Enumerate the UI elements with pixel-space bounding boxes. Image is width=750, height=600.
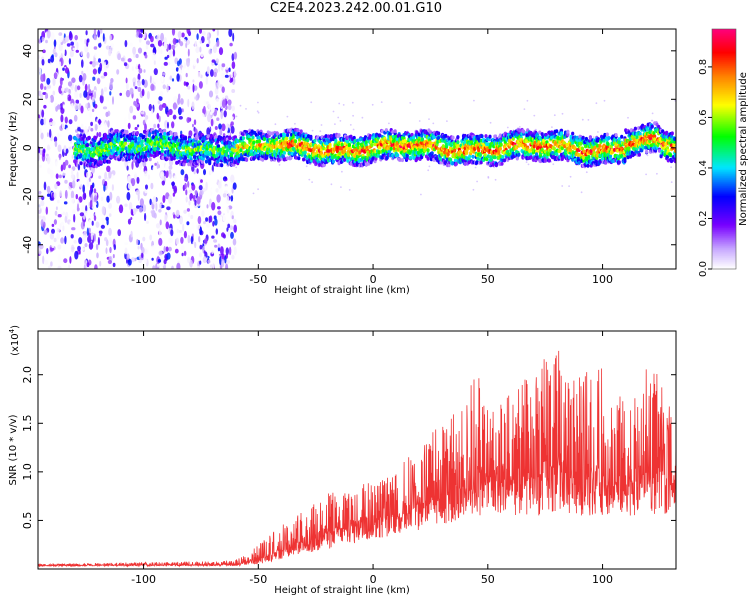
snr-x-axis-label: Height of straight line (km)	[274, 585, 410, 596]
x-tick-label: 100	[592, 273, 613, 286]
colorbar-tick-label: 0.6	[698, 109, 709, 125]
snr-y-axis: 0.5 1.0 1.5 2.0 SNR (10 * v/v) (x104)	[8, 325, 676, 529]
y-tick-label: 1.5	[21, 415, 34, 433]
y-tick-label: -20	[21, 187, 34, 205]
x-tick-label: -100	[131, 273, 156, 286]
colorbar-tick-label: 0.2	[698, 211, 709, 227]
colorbar: 0.0 0.2 0.4 0.6 0.8 Normalized spectral ampli…	[698, 28, 749, 277]
spectrogram-x-axis: -100 -50 0 50 100 Height of straight line (km…	[131, 29, 613, 296]
spectrogram-frame	[37, 28, 677, 270]
x-tick-label: 0	[370, 573, 377, 586]
snr-x-axis: -100 -50 0 50 100 Height of straight line (km…	[131, 331, 613, 596]
y-tick-label: 1.0	[21, 463, 34, 481]
y-tick-label: 0.5	[21, 512, 34, 530]
spectrogram-y-axis-label: Frequency (Hz)	[8, 111, 19, 187]
figure-title: C2E4.2023.242.00.01.G10	[269, 1, 443, 16]
colorbar-tick-label: 0.4	[698, 160, 709, 176]
snr-frame	[37, 330, 677, 570]
spectrogram-x-axis-label: Height of straight line (km)	[274, 285, 410, 296]
snr-y-multiplier: (x104)	[8, 325, 21, 356]
x-tick-label: 0	[370, 273, 377, 286]
x-tick-label: -50	[249, 273, 267, 286]
snr-panel: -100 -50 0 50 100 Height of straight line (km…	[8, 325, 677, 596]
snr-y-axis-label: SNR (10 * v/v)	[8, 414, 19, 485]
x-tick-label: 50	[481, 573, 495, 586]
colorbar-tick-label: 0.8	[698, 59, 709, 75]
spectrogram-panel: -100 -50 0 50 100 Height of straight line (km…	[8, 28, 677, 296]
y-tick-label: 0	[21, 144, 34, 151]
spectrogram-image	[38, 29, 676, 269]
x-tick-label: 100	[592, 573, 613, 586]
y-tick-label: -40	[21, 236, 34, 254]
spectrogram-y-axis: -40 -20 0 20 40 Frequency (Hz)	[8, 44, 676, 254]
x-tick-label: -50	[249, 573, 267, 586]
colorbar-tick-label: 0.0	[698, 261, 709, 277]
y-tick-label: 20	[21, 92, 34, 106]
y-tick-label: 2.0	[21, 366, 34, 384]
y-tick-label: 40	[21, 44, 34, 58]
x-tick-label: 50	[481, 273, 495, 286]
colorbar-label: Normalized spectral amplitude	[738, 72, 749, 226]
snr-series-line	[38, 350, 676, 568]
x-tick-label: -100	[131, 573, 156, 586]
colorbar-frame	[711, 28, 737, 270]
